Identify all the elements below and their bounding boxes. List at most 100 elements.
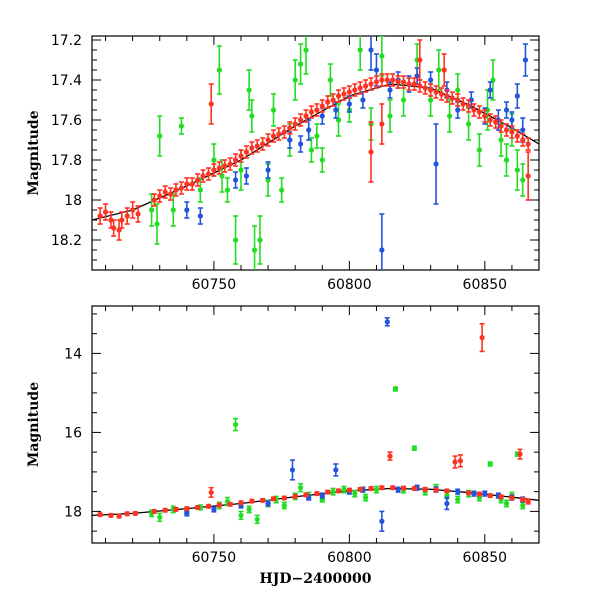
data-point — [124, 213, 130, 219]
data-point — [308, 147, 315, 153]
data-point — [444, 488, 450, 494]
data-point — [281, 495, 287, 501]
data-point — [471, 107, 477, 113]
data-point — [346, 101, 352, 107]
x-axis-label: HJD−2400000 — [260, 571, 372, 587]
data-point — [487, 493, 493, 499]
data-point — [352, 87, 358, 93]
y-tick-label: 17.2 — [51, 33, 82, 49]
data-point — [360, 97, 366, 103]
data-point — [493, 119, 499, 125]
data-layer — [92, 36, 539, 270]
data-point — [216, 165, 222, 171]
data-point — [509, 129, 515, 135]
data-point — [400, 97, 407, 103]
data-point — [452, 459, 458, 465]
data-point — [379, 518, 385, 524]
data-point — [243, 173, 250, 179]
data-point — [276, 131, 282, 137]
data-point — [438, 91, 445, 97]
data-point — [151, 197, 157, 203]
data-point — [119, 217, 125, 223]
x-tick-label: 60850 — [463, 550, 508, 566]
data-point — [298, 61, 304, 67]
data-point — [390, 77, 396, 83]
data-point — [102, 209, 109, 215]
y-tick-label: 14 — [64, 346, 82, 362]
data-point — [279, 187, 285, 193]
data-point — [368, 485, 374, 492]
data-point — [447, 113, 453, 119]
x-tick-label: 60800 — [327, 277, 372, 293]
data-point — [154, 221, 160, 227]
data-point — [455, 496, 461, 503]
series-group — [97, 322, 531, 519]
data-point — [379, 121, 385, 127]
data-point — [265, 137, 271, 143]
data-point — [400, 79, 407, 85]
data-point — [520, 127, 526, 133]
data-point — [517, 451, 523, 457]
data-point — [308, 109, 315, 115]
data-point — [130, 207, 136, 213]
data-point — [246, 87, 252, 93]
data-point — [341, 487, 347, 493]
data-point — [319, 103, 325, 109]
data-point — [498, 137, 504, 143]
data-point — [132, 510, 138, 516]
data-point — [525, 173, 531, 179]
data-point — [384, 319, 390, 325]
data-point — [238, 500, 244, 506]
data-point — [379, 77, 385, 83]
data-point — [392, 386, 399, 392]
data-point — [520, 177, 526, 183]
data-point — [465, 103, 472, 109]
data-point — [428, 87, 434, 93]
data-point — [178, 185, 184, 191]
data-point — [292, 493, 298, 499]
data-point — [411, 81, 417, 87]
data-point — [465, 490, 472, 496]
series-group — [184, 36, 529, 270]
data-point — [411, 485, 417, 492]
data-point — [222, 163, 228, 169]
data-point — [303, 492, 309, 498]
data-point — [468, 97, 474, 103]
data-point — [357, 85, 363, 91]
y-tick-label: 16 — [64, 425, 82, 441]
data-point — [428, 77, 434, 83]
data-point — [373, 79, 380, 85]
data-point — [400, 485, 407, 491]
data-point — [298, 117, 304, 123]
data-point — [390, 485, 396, 491]
data-point — [379, 247, 385, 253]
data-point — [270, 107, 277, 113]
data-point — [482, 491, 488, 497]
data-point — [433, 89, 439, 95]
data-point — [162, 189, 168, 195]
data-point — [238, 167, 244, 173]
data-point — [287, 125, 293, 131]
data-point — [149, 207, 155, 213]
data-point — [292, 121, 298, 127]
data-point — [216, 67, 222, 73]
data-point — [346, 89, 352, 95]
data-point — [422, 486, 428, 492]
data-point — [395, 79, 401, 85]
x-tick-label: 60800 — [327, 550, 372, 566]
data-point — [444, 500, 450, 507]
data-point — [522, 57, 529, 63]
data-point — [373, 487, 380, 493]
data-point — [184, 506, 190, 512]
data-point — [449, 95, 455, 101]
y-axis-label: Magnitude — [26, 382, 42, 467]
data-point — [251, 247, 258, 253]
data-point — [216, 502, 222, 508]
data-point — [520, 496, 526, 503]
data-point — [503, 500, 510, 507]
data-point — [200, 173, 206, 179]
data-point — [335, 93, 342, 99]
data-point — [487, 461, 493, 467]
data-point — [97, 213, 103, 219]
